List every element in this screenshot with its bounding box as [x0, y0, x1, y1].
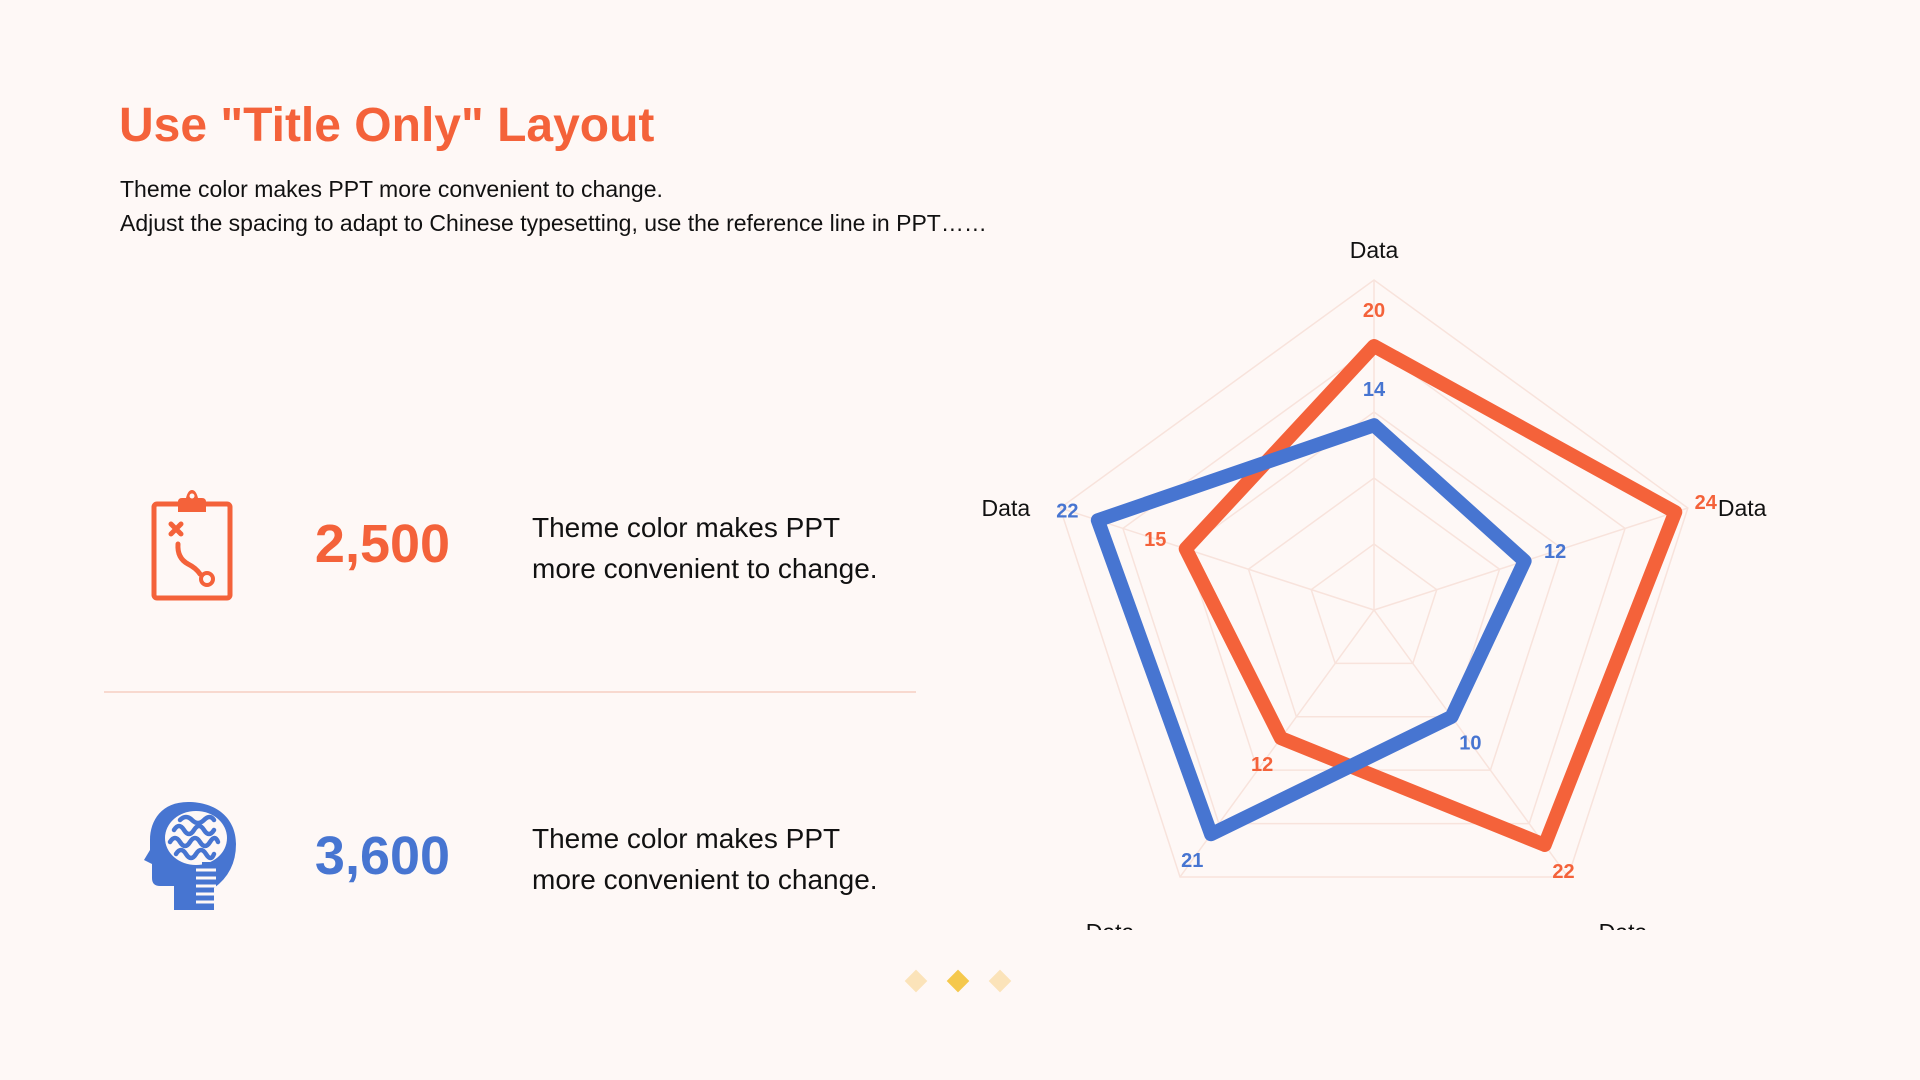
- stat-value: 3,600: [314, 826, 451, 886]
- radar-category-label: Data: [982, 495, 1031, 521]
- radar-axis-spoke: [1373, 609, 1569, 878]
- subtitle-line: Adjust the spacing to adapt to Chinese t…: [120, 210, 987, 236]
- stat-description-line: more convenient to change.: [532, 864, 878, 895]
- stat-description-line: Theme color makes PPT: [532, 512, 841, 543]
- stat-value: 2,500: [314, 514, 451, 574]
- brain-head-icon: [144, 800, 244, 917]
- subtitle-line: Theme color makes PPT more convenient to…: [120, 176, 663, 202]
- radar-data-label: 12: [1544, 541, 1566, 563]
- stat-description-line: Theme color makes PPT: [532, 823, 841, 854]
- clipboard-strategy-icon: [150, 490, 234, 607]
- radar-series-1-line: [1178, 339, 1683, 852]
- radar-grid-ring: [1059, 279, 1689, 878]
- stat-description-line: more convenient to change.: [532, 553, 878, 584]
- page-title: Use "Title Only" Layout: [119, 99, 655, 152]
- page-subtitle: Theme color makes PPT more convenient to…: [120, 172, 987, 240]
- section-divider: [104, 691, 916, 693]
- radar-data-label: 21: [1181, 850, 1203, 872]
- radar-category-label: Data: [1350, 237, 1399, 263]
- radar-data-label: 22: [1056, 500, 1078, 522]
- radar-category-label: Data: [1718, 495, 1767, 521]
- radar-data-label: 12: [1251, 754, 1273, 776]
- radar-data-label: 22: [1552, 861, 1574, 883]
- radar-series-2-line: [1090, 418, 1532, 842]
- radar-chart: 20 24 22 12 15 14 12 10 21 22 Data Data Data Data Data: [982, 237, 1767, 930]
- radar-grid-ring: [1310, 543, 1438, 665]
- radar-category-label: Data: [1599, 919, 1648, 930]
- radar-data-label: 14: [1363, 379, 1386, 401]
- pagination-dot[interactable]: [988, 969, 1012, 993]
- pagination-dot[interactable]: [904, 969, 928, 993]
- radar-category-label: Data: [1086, 919, 1135, 930]
- stat-description: Theme color makes PPT more convenient to…: [532, 507, 878, 589]
- radar-data-label: 15: [1144, 529, 1166, 551]
- radar-data-label: 24: [1695, 492, 1718, 514]
- radar-grid-ring: [1247, 477, 1501, 718]
- radar-data-label: 10: [1459, 733, 1481, 755]
- stat-description: Theme color makes PPT more convenient to…: [532, 818, 878, 900]
- radar-data-label: 20: [1363, 300, 1385, 322]
- radar-axis-spoke: [1059, 507, 1375, 611]
- pagination-dot-active[interactable]: [946, 969, 970, 993]
